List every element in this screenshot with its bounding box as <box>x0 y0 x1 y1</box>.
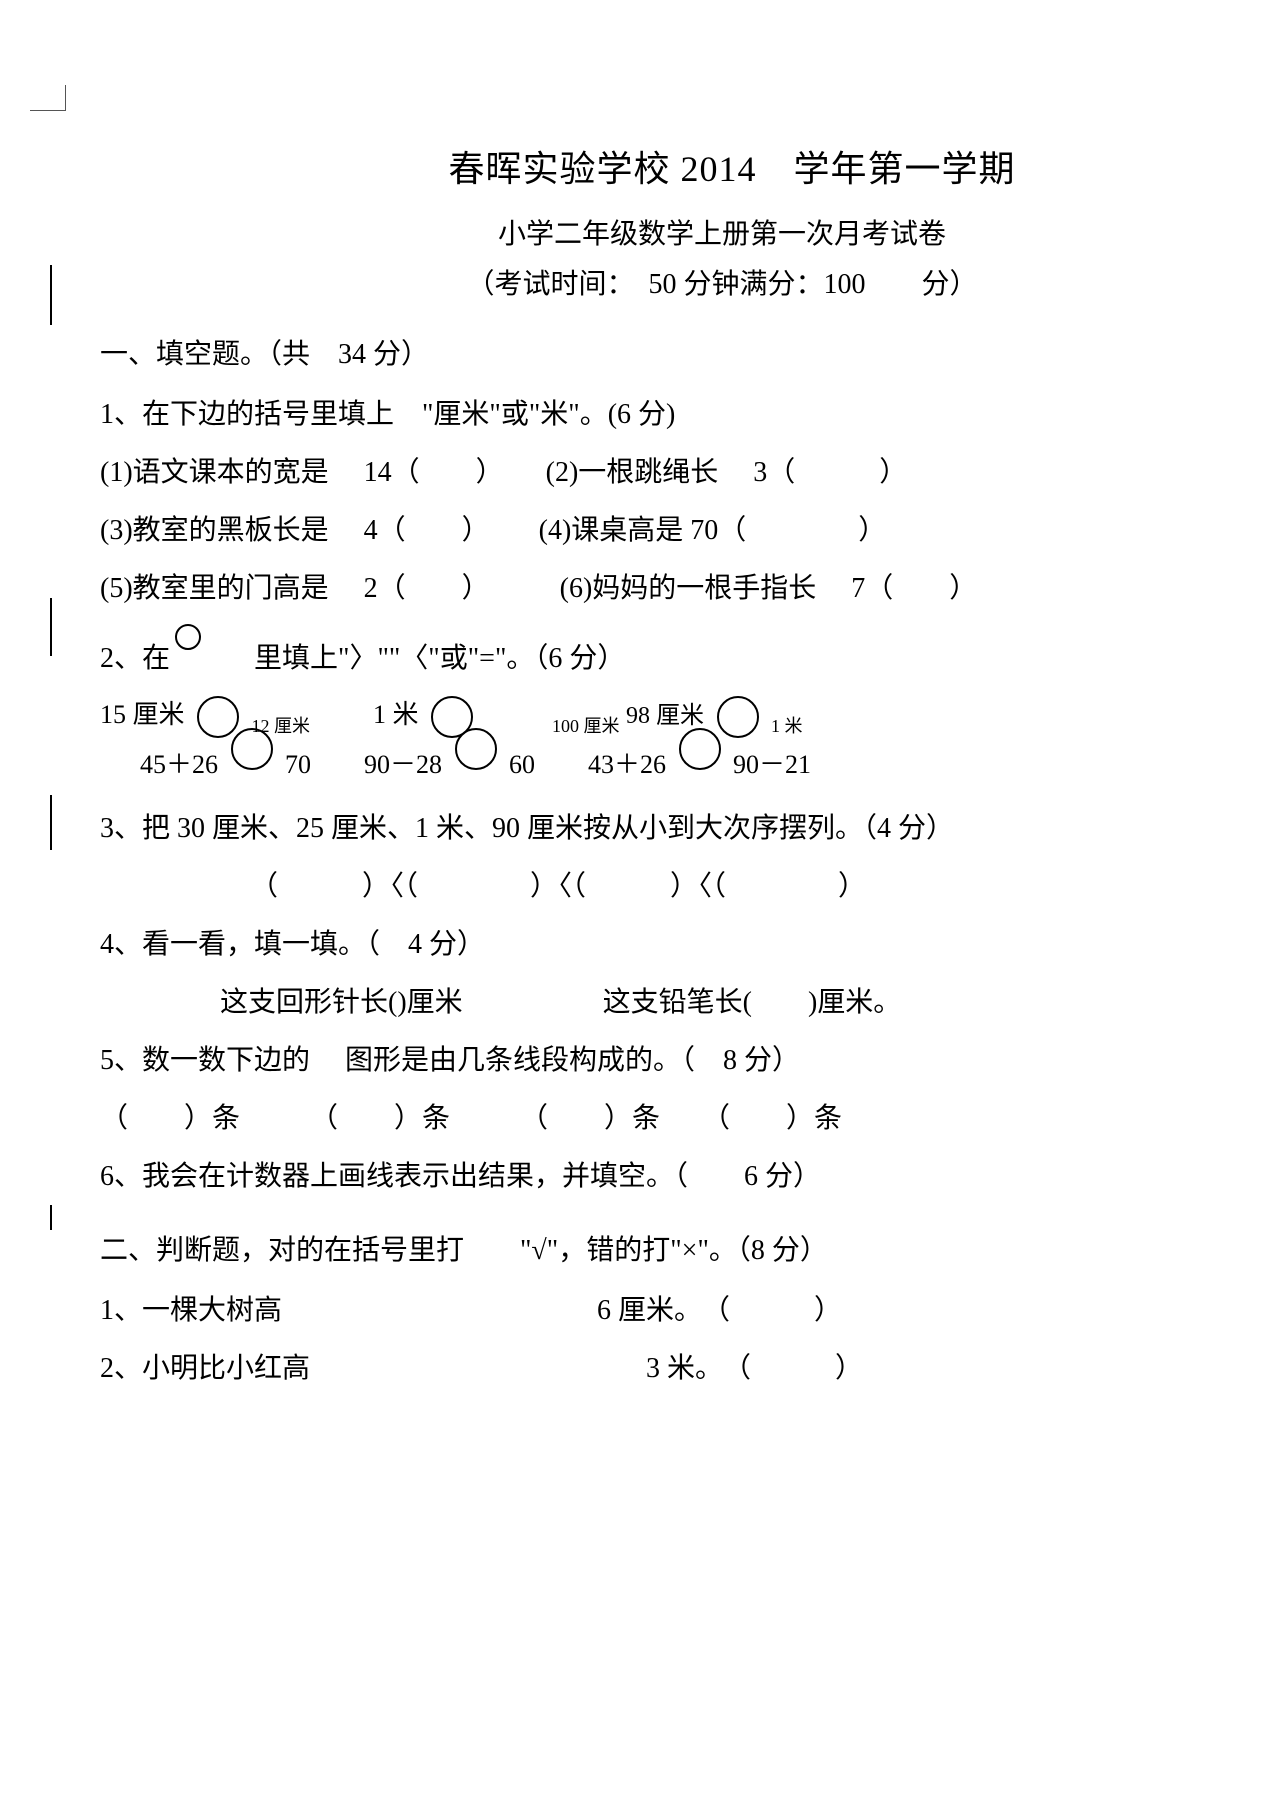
q2-row2: 45＋26 70 90－28 60 43＋26 90－21 <box>100 744 1194 788</box>
circle-icon <box>717 696 759 738</box>
q2-r1-e: 98 厘米 <box>626 703 704 729</box>
margin-bar <box>50 795 52 850</box>
q2-r2-b: 70 <box>285 750 311 779</box>
q2-small-circle-row <box>100 624 1194 634</box>
q1-prompt: 1、在下边的括号里填上 "厘米"或"米"。(6 分) <box>100 392 1194 432</box>
section-2-heading: 二、判断题，对的在括号里打 "√"，错的打"×"。（8 分） <box>100 1228 1194 1268</box>
q1-line2: (3)教室的黑板长是 4（ ） (4)课桌高是 70（ ） <box>100 508 1194 548</box>
circle-icon <box>197 696 239 738</box>
q4-line2: 这支回形针长()厘米 这支铅笔长( )厘米。 <box>100 980 1194 1020</box>
q3-line2: （ ）〈（ ）〈（ ）〈（ ） <box>100 864 1194 904</box>
s2-line2: 2、小明比小红高 3 米。 （ ） <box>100 1346 1194 1386</box>
section-1-heading: 一、填空题。（共 34 分） <box>100 332 1194 372</box>
q2-r2-d: 60 <box>509 750 535 779</box>
q5-line1: 5、数一数下边的 图形是由几条线段构成的。（ 8 分） <box>100 1038 1194 1078</box>
page-meta: （考试时间： 50 分钟满分：100 分） <box>250 262 1194 302</box>
q2-r1-c: 1 米 <box>373 700 419 729</box>
page-subtitle: 小学二年级数学上册第一次月考试卷 <box>250 212 1194 252</box>
q4-line1: 4、看一看，填一填。（ 4 分） <box>100 922 1194 962</box>
q2-r2-f: 90－21 <box>733 750 811 779</box>
s2-line1: 1、一棵大树高 6 厘米。 （ ） <box>100 1288 1194 1328</box>
q1-line1: (1)语文课本的宽是 14（ ） (2)一根跳绳长 3（ ） <box>100 450 1194 490</box>
circle-icon <box>231 728 273 770</box>
q1-line3: (5)教室里的门高是 2（ ） (6)妈妈的一根手指长 7（ ） <box>100 566 1194 606</box>
q2-prompt: 2、在 里填上"〉""〈"或"="。（6 分） <box>100 636 1194 676</box>
q2-r2-a: 45＋26 <box>140 750 218 779</box>
q2-r1-a: 15 厘米 <box>100 700 185 729</box>
corner-mark <box>30 85 66 111</box>
q2-r1-d: 100 厘米 <box>552 716 620 736</box>
q2-prompt-b: 里填上"〉""〈"或"="。（6 分） <box>254 643 625 674</box>
margin-bar <box>50 1205 52 1230</box>
q2-prompt-a: 2、在 <box>100 643 170 674</box>
q5-line2: （ ）条 （ ）条 （ ）条 （ ）条 <box>100 1096 1194 1136</box>
circle-icon <box>175 624 201 650</box>
q2-r2-e: 43＋26 <box>588 750 666 779</box>
q2-r2-c: 90－28 <box>364 750 442 779</box>
q2-r1-f: 1 米 <box>771 716 803 736</box>
q3-line1: 3、把 30 厘米、25 厘米、1 米、90 厘米按从小到大次序摆列。（4 分） <box>100 806 1194 846</box>
circle-icon <box>455 728 497 770</box>
page-title: 春晖实验学校 2014 学年第一学期 <box>270 140 1194 192</box>
circle-icon <box>679 728 721 770</box>
margin-bar <box>50 265 52 325</box>
page: 春晖实验学校 2014 学年第一学期 小学二年级数学上册第一次月考试卷 （考试时… <box>0 0 1274 1804</box>
margin-bar <box>50 598 52 656</box>
q6: 6、我会在计数器上画线表示出结果，并填空。（ 6 分） <box>100 1154 1194 1194</box>
